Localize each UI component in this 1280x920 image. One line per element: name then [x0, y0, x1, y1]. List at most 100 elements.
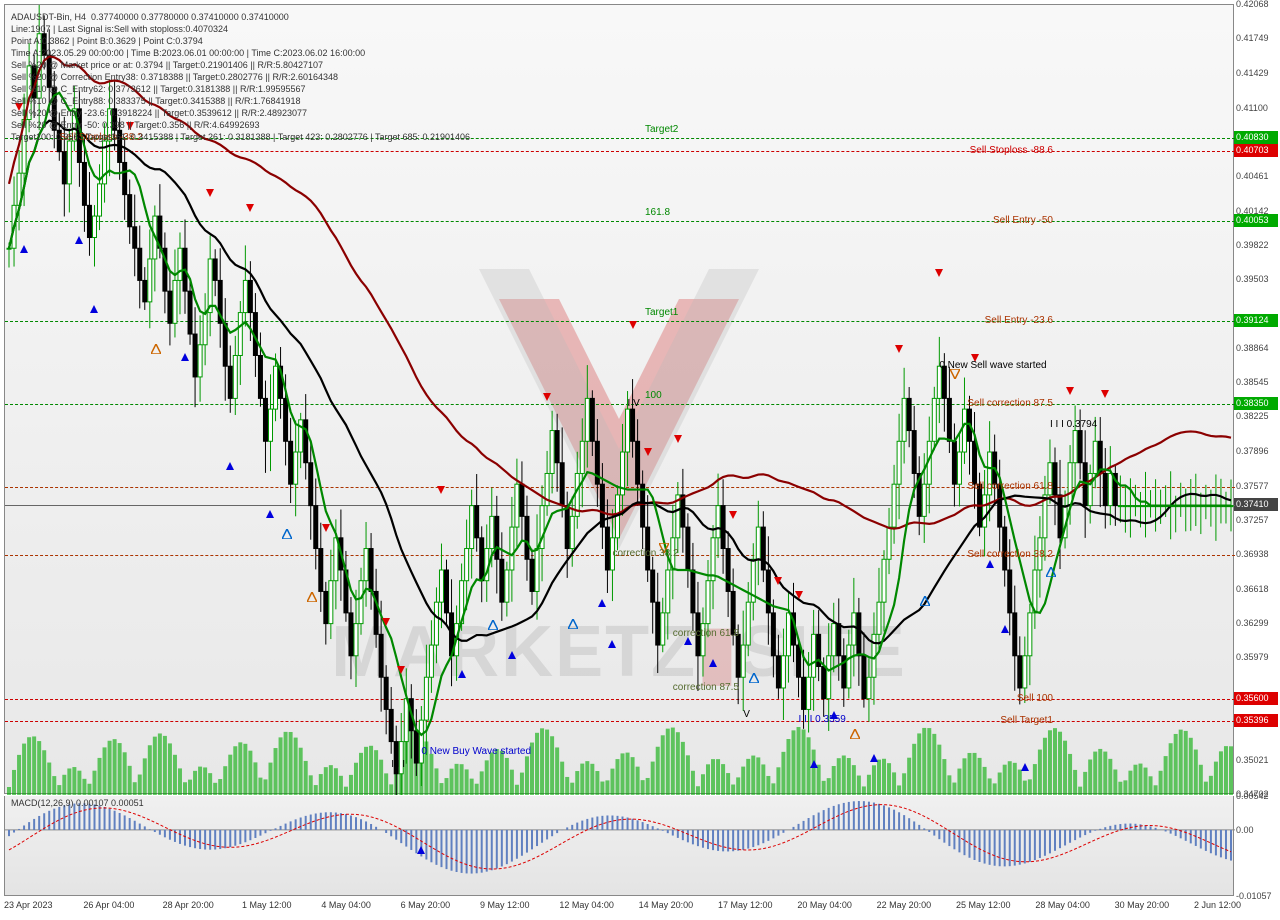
signal-arrow: [151, 341, 161, 359]
signal-arrow: [1066, 387, 1074, 395]
signal-arrow: [795, 591, 803, 599]
chart-annotation: correction 61.8: [673, 628, 739, 639]
info-line: Sell %20 @ Market price or at: 0.3794 ||…: [11, 59, 470, 71]
chart-annotation: 0 New Sell wave started: [939, 360, 1046, 371]
signal-arrow: [266, 510, 274, 518]
symbol-label: ADAUSDT-Bin, H4: [11, 12, 86, 22]
ytick: 0.35979: [1236, 652, 1269, 662]
xtick: 20 May 04:00: [797, 900, 852, 910]
level-label: Sell correction 87.5: [967, 398, 1053, 409]
chart-annotation: I I I 0.3559: [799, 714, 846, 725]
info-line: Time A:2023.05.29 00:00:00 | Time B:2023…: [11, 47, 470, 59]
level-label: Sell 100: [1017, 693, 1053, 704]
signal-arrow: [382, 618, 390, 626]
xtick: 12 May 04:00: [559, 900, 614, 910]
ytick: 0.38545: [1236, 377, 1269, 387]
signal-arrow: [749, 670, 759, 688]
signal-arrow: [729, 511, 737, 519]
signal-arrow: [206, 189, 214, 197]
macd-ytick: -0.01057: [1236, 891, 1272, 901]
signal-arrow: [850, 726, 860, 744]
signal-arrow: [322, 524, 330, 532]
ytick: 0.37257: [1236, 515, 1269, 525]
chart-annotation: I I I 0.3794: [1050, 419, 1097, 430]
signal-arrow: [1001, 625, 1009, 633]
xtick: 1 May 12:00: [242, 900, 292, 910]
xtick: 9 May 12:00: [480, 900, 530, 910]
chart-info-block: ADAUSDT-Bin, H4 0.37740000 0.37780000 0.…: [11, 11, 470, 143]
info-line: Sell %20 @ Entry -50: 0.398 || Target:0.…: [11, 119, 470, 131]
info-line: Point A:0.3862 | Point B:0.3629 | Point …: [11, 35, 470, 47]
ytick: 0.42068: [1236, 0, 1269, 9]
signal-arrow: [644, 448, 652, 456]
watermark-logo: [419, 199, 819, 599]
ytick-highlight: 0.35396: [1234, 714, 1278, 727]
signal-arrow: [458, 670, 466, 678]
xtick: 28 May 04:00: [1035, 900, 1090, 910]
ytick-highlight: 0.40703: [1234, 144, 1278, 157]
ytick: 0.36299: [1236, 618, 1269, 628]
signal-arrow: [1101, 390, 1109, 398]
ytick: 0.39822: [1236, 240, 1269, 250]
watermark-text: MARKETZ▮SITE: [331, 609, 907, 693]
signal-arrow: [935, 269, 943, 277]
level-label: Sell Target1: [1000, 715, 1053, 726]
ytick: 0.38225: [1236, 411, 1269, 421]
signal-arrow: [75, 236, 83, 244]
macd-ytick: 0.00: [1236, 825, 1254, 835]
signal-arrow: [870, 754, 878, 762]
macd-histogram: [5, 796, 1235, 896]
signal-arrow: [568, 616, 578, 634]
signal-arrow: [774, 577, 782, 585]
xtick: 14 May 20:00: [639, 900, 694, 910]
macd-panel[interactable]: MACD(12,26,9) 0.00107 0.00051: [4, 796, 1234, 896]
ytick: 0.36618: [1236, 584, 1269, 594]
signal-arrow: [488, 617, 498, 635]
ytick: 0.41749: [1236, 33, 1269, 43]
xtick: 28 Apr 20:00: [163, 900, 214, 910]
signal-arrow: [629, 321, 637, 329]
horizontal-level-line: [5, 505, 1235, 506]
signal-arrow: [1021, 763, 1029, 771]
info-line: Line:1907 | Last Signal is:Sell with sto…: [11, 23, 470, 35]
ytick: 0.37896: [1236, 446, 1269, 456]
xtick: 26 Apr 04:00: [83, 900, 134, 910]
signal-arrow: [90, 305, 98, 313]
ytick: 0.38864: [1236, 343, 1269, 353]
ytick-highlight: 0.39124: [1234, 314, 1278, 327]
level-label: Sell Entry -23.6: [985, 315, 1053, 326]
chart-annotation: 0 New Buy Wave started: [421, 746, 531, 757]
macd-yaxis: 0.005420.00-0.01057: [1234, 796, 1278, 896]
signal-arrow: [397, 666, 405, 674]
time-xaxis: 23 Apr 2023 26 Apr 04:00 28 Apr 20:00 1 May…: [4, 898, 1234, 918]
chart-annotation: correction 38.2: [612, 548, 678, 559]
signal-arrow: [226, 462, 234, 470]
ytick: 0.35021: [1236, 755, 1269, 765]
signal-arrow: [246, 204, 254, 212]
signal-arrow: [543, 393, 551, 401]
info-line: Sell %10 @ C_Entry88: 0.383375 || Target…: [11, 95, 470, 107]
signal-arrow: [307, 589, 317, 607]
level-label: Sell correction 61.8: [967, 481, 1053, 492]
signal-arrow: [608, 640, 616, 648]
price-yaxis: 0.420680.417490.414290.411000.408300.407…: [1234, 4, 1278, 794]
level-label: Target2: [645, 124, 678, 135]
signal-arrow: [282, 526, 292, 544]
level-label: Sell correction 38.2: [967, 549, 1053, 560]
signal-arrow: [508, 651, 516, 659]
chart-annotation: I I I: [391, 759, 405, 770]
xtick: 2 Jun 12:00: [1194, 900, 1241, 910]
macd-label: MACD(12,26,9) 0.00107 0.00051: [11, 798, 144, 808]
xtick: 17 May 12:00: [718, 900, 773, 910]
level-label: Sell Stoploss -88.6: [970, 145, 1053, 156]
signal-arrow: [181, 353, 189, 361]
xtick: 23 Apr 2023: [4, 900, 53, 910]
price-chart-panel[interactable]: MARKETZ▮SITE ADAUSDT-Bin, H4 0.37740000 …: [4, 4, 1234, 794]
signal-arrow: [920, 593, 930, 611]
ohlc-values: 0.37740000 0.37780000 0.37410000 0.37410…: [91, 12, 289, 22]
info-line: Sell %10 @ C_Entry62: 0.3773612 || Targe…: [11, 83, 470, 95]
ytick-highlight: 0.35600: [1234, 692, 1278, 705]
xtick: 22 May 20:00: [877, 900, 932, 910]
signal-arrow: [709, 659, 717, 667]
chart-annotation: V: [743, 709, 750, 720]
